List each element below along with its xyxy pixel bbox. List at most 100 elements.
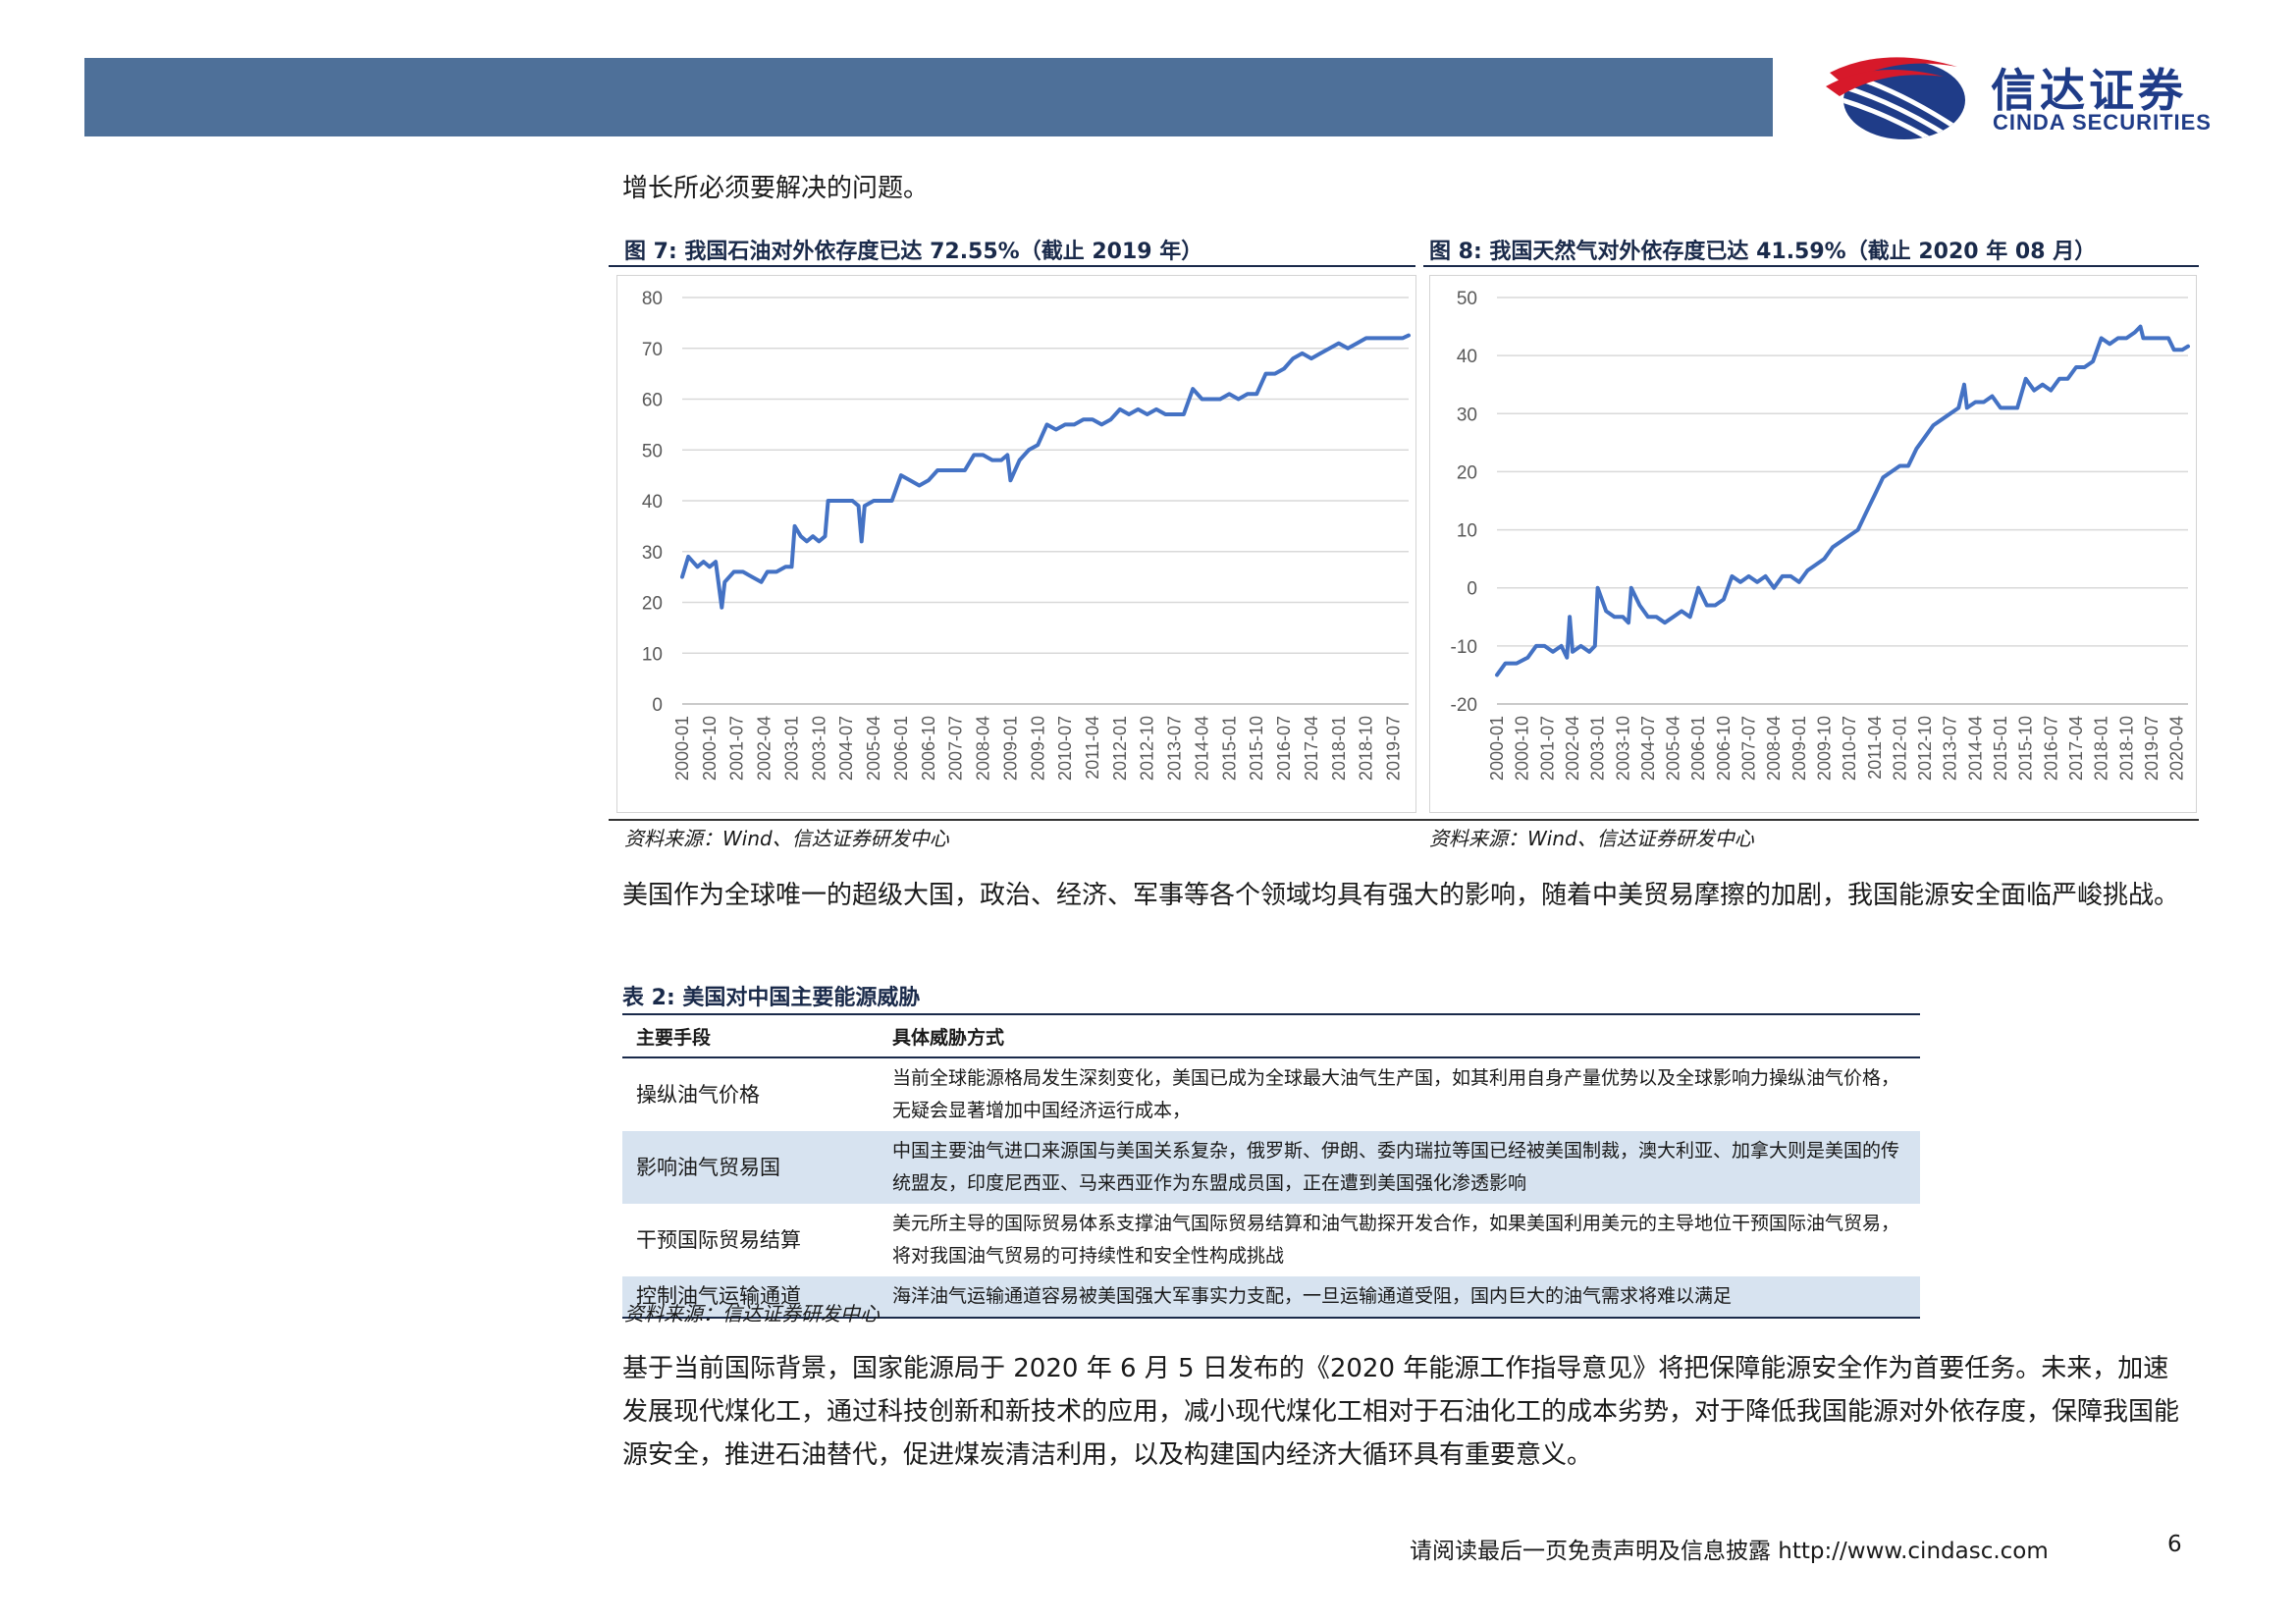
y-tick-label: 50	[642, 441, 663, 461]
x-tick-label: 2011-04	[1083, 716, 1102, 780]
data-point	[2108, 342, 2111, 346]
data-point	[1956, 406, 1960, 409]
data-point	[1382, 336, 1386, 340]
y-tick-label: 30	[642, 543, 663, 564]
data-point	[2082, 365, 2087, 369]
table-cell-desc: 当前全球能源格局发生深刻变化，美国已成为全球最大油气生产国，如其利用自身产量优势…	[892, 1067, 1900, 1121]
table-header-desc: 具体威胁方式	[879, 1014, 1920, 1058]
data-point	[2180, 348, 2184, 352]
data-point	[702, 560, 706, 564]
data-point	[2116, 336, 2120, 340]
y-tick-label: 0	[1467, 579, 1477, 600]
data-point	[1856, 528, 1860, 532]
data-point	[1407, 334, 1411, 338]
data-point	[1027, 448, 1031, 452]
data-point	[1840, 539, 1843, 543]
figure7-source: 资料来源：Wind、信达证券研发中心	[624, 827, 949, 850]
x-tick-label: 2005-04	[864, 716, 883, 781]
x-tick-label: 2002-04	[755, 716, 774, 781]
data-point	[686, 555, 690, 559]
data-point	[899, 473, 903, 477]
data-point	[1789, 574, 1792, 578]
data-point	[981, 453, 986, 457]
x-tick-label: 2000-10	[700, 716, 720, 781]
x-tick-label: 2019-07	[1384, 716, 1404, 781]
x-tick-label: 2007-07	[946, 716, 966, 781]
data-point	[963, 468, 967, 472]
x-tick-label: 2013-07	[1941, 716, 1960, 781]
data-point	[1696, 586, 1700, 590]
data-point	[841, 499, 845, 503]
data-point	[680, 575, 684, 579]
x-tick-label: 2013-07	[1165, 716, 1185, 781]
paragraph-1: 美国作为全球唯一的超级大国，政治、经济、军事等各个领域均具有强大的影响，随着中美…	[622, 881, 2180, 910]
data-point	[944, 468, 948, 472]
data-point	[1797, 580, 1801, 584]
data-point	[708, 565, 712, 568]
figure8-top-rule	[1423, 265, 2199, 267]
x-tick-label: 2015-10	[2016, 716, 2036, 781]
data-point	[1990, 394, 1995, 399]
y-tick-label: 40	[1457, 347, 1477, 367]
data-point	[1949, 411, 1952, 415]
data-point	[1560, 644, 1564, 648]
figure8-chart: -20 -10 0 10 20 30 40 50 2000-01 2000-10 2001-07 20…	[1429, 275, 2197, 813]
x-tick-label: 2016-07	[2041, 716, 2060, 781]
figure8-chart-svg: -20 -10 0 10 20 30 40 50 2000-01 2000-10 2001-07 20…	[1451, 289, 2190, 781]
data-point	[732, 569, 736, 573]
x-tick-label: 2006-01	[1688, 716, 1708, 781]
data-point	[1805, 568, 1809, 572]
data-point	[1822, 557, 1827, 561]
data-point	[1237, 397, 1241, 402]
data-point	[972, 453, 976, 457]
data-point	[1118, 407, 1122, 411]
data-point	[1551, 650, 1555, 654]
x-tick-label: 2004-07	[1638, 716, 1658, 781]
data-point	[1571, 650, 1575, 654]
table-header-row: 主要手段 具体威胁方式	[622, 1014, 1920, 1058]
data-point	[799, 534, 803, 538]
data-point	[881, 499, 884, 503]
data-point	[823, 534, 828, 538]
data-point	[1962, 383, 1966, 387]
data-point	[1082, 417, 1086, 421]
data-point	[1044, 422, 1049, 426]
x-tick-label: 2011-04	[1865, 716, 1885, 780]
y-tick-label: 70	[642, 340, 663, 360]
data-point	[1890, 469, 1894, 473]
data-point	[2124, 336, 2128, 340]
x-tick-label: 2018-10	[2116, 716, 2136, 781]
x-tick-label: 2001-07	[727, 716, 747, 781]
data-point	[2141, 336, 2145, 340]
x-tick-label: 2014-04	[1965, 716, 1985, 781]
data-point	[1542, 644, 1547, 648]
table-cell-means: 控制油气运输通道	[622, 1276, 879, 1318]
data-point	[811, 534, 815, 538]
data-point	[1282, 366, 1286, 371]
x-tick-label: 2009-10	[1814, 716, 1834, 781]
data-point	[750, 575, 754, 579]
data-point	[2100, 336, 2104, 340]
data-point	[1999, 406, 2002, 409]
y-tick-label: 80	[642, 289, 663, 309]
x-tick-label: 2012-01	[1890, 716, 1909, 781]
x-tick-label: 2015-01	[1219, 716, 1239, 781]
x-tick-label: 2003-10	[809, 716, 828, 781]
data-point	[1914, 447, 1919, 451]
y-tick-label: 10	[642, 644, 663, 665]
logo-english-text: CINDA SECURITIES	[1993, 110, 2212, 135]
x-tick-label: 2018-01	[2092, 716, 2111, 781]
data-point	[917, 483, 922, 488]
data-point	[1897, 463, 1901, 468]
data-point	[1355, 342, 1359, 346]
data-point	[1772, 586, 1776, 590]
table2-title: 表 2: 美国对中国主要能源威胁	[622, 986, 921, 1010]
data-point	[1864, 511, 1868, 514]
data-point	[2007, 406, 2011, 409]
y-tick-label: 20	[1457, 462, 1477, 483]
figure7-chart-svg: 0 10 20 30 40 50 60 70 80 2000-01 2000-10 2001-07 20…	[642, 289, 1411, 781]
data-point	[2158, 336, 2163, 340]
data-point	[1881, 475, 1885, 479]
data-point	[1965, 406, 1969, 409]
data-point	[1604, 609, 1608, 613]
